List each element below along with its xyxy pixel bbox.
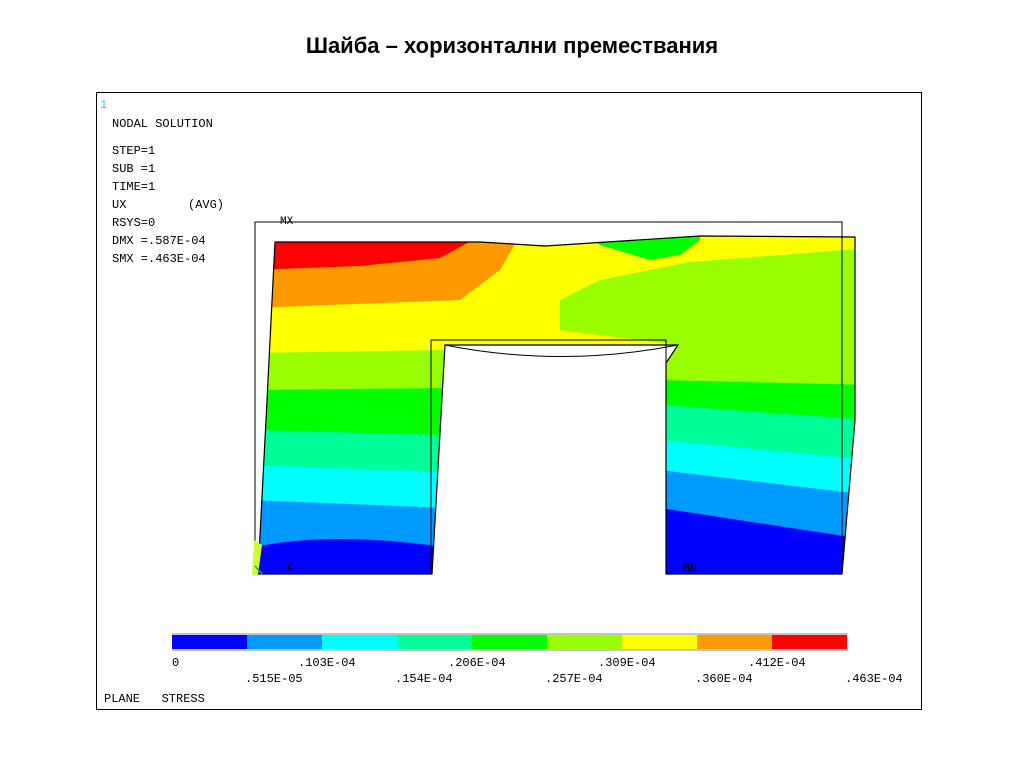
info-rsys: RSYS=0 (112, 216, 156, 230)
info-avg: (AVG) (188, 198, 225, 212)
legend-label: .463E-04 (845, 672, 903, 686)
legend-swatch (697, 635, 772, 649)
info-step: STEP=1 (112, 144, 156, 158)
undeformed-outline (254, 221, 843, 575)
legend-label: .412E-04 (748, 656, 806, 670)
legend-label: .154E-04 (395, 672, 453, 686)
legend-swatch (397, 635, 472, 649)
window-number: 1 (100, 98, 108, 112)
legend-swatch (622, 635, 697, 649)
legend-label: 0 (172, 656, 180, 670)
legend-label: .360E-04 (695, 672, 753, 686)
plot-frame (96, 92, 922, 710)
legend-label: .309E-04 (598, 656, 656, 670)
legend-swatch (247, 635, 322, 649)
contour-bands (258, 236, 855, 574)
legend-swatch (772, 635, 847, 649)
legend-swatch (472, 635, 547, 649)
legend-bar (172, 635, 847, 649)
info-quantity: UX (112, 198, 127, 212)
x-marker: X (286, 563, 293, 575)
legend-label: .206E-04 (448, 656, 506, 670)
slide-title: Шайба – хоризонтални премествания (305, 33, 719, 58)
legend-label: .515E-05 (245, 672, 303, 686)
legend-swatch (547, 635, 622, 649)
info-dmx: DMX =.587E-04 (112, 234, 206, 248)
info-sub: SUB =1 (112, 162, 156, 176)
footer-label: PLANE STRESS (104, 692, 205, 706)
hole-edge (444, 344, 679, 357)
constraint-icon (252, 540, 263, 575)
info-time: TIME=1 (112, 180, 156, 194)
legend-label: .103E-04 (298, 656, 356, 670)
mx-marker: MX (280, 216, 294, 228)
legend-swatch (172, 635, 247, 649)
info-smx: SMX =.463E-04 (112, 252, 206, 266)
mn-marker: MN (683, 563, 697, 575)
legend-label: .257E-04 (545, 672, 603, 686)
legend-swatch (322, 635, 397, 649)
info-heading: NODAL SOLUTION (112, 117, 213, 131)
